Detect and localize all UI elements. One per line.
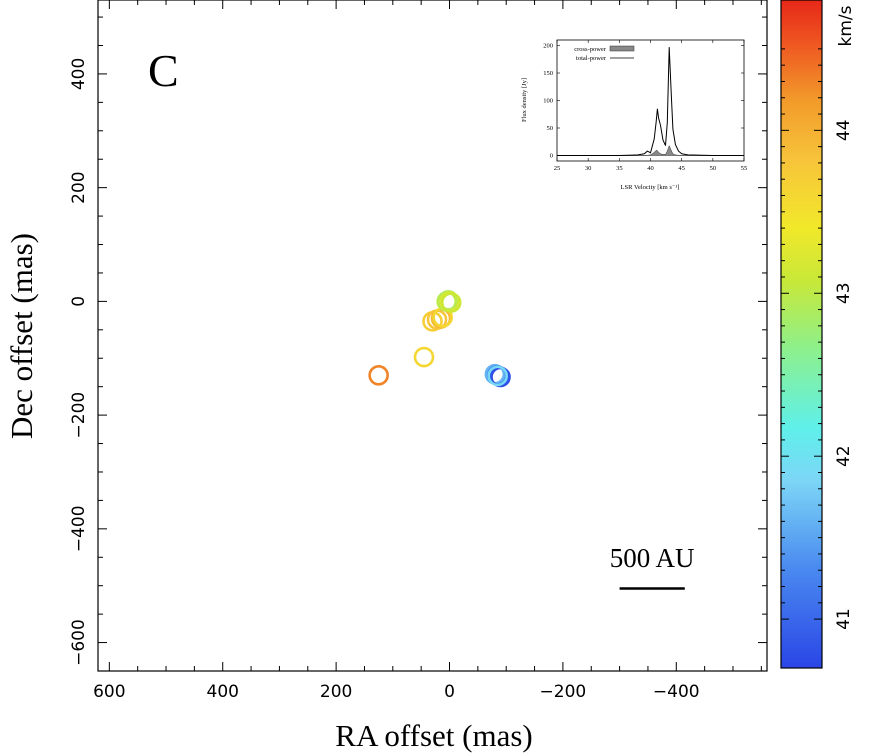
panel-label: C: [148, 45, 179, 96]
colorbar-ticks: 41 42 43 44: [781, 48, 854, 630]
inset-x-axis-title: LSR Velocity [km s⁻¹]: [621, 184, 680, 191]
x-tick-label: −400: [653, 682, 700, 702]
y-tick-label: 0: [69, 296, 89, 307]
inset-legend-cross-power: cross-power: [574, 46, 607, 53]
main-axis-ticks: [98, 0, 767, 671]
inset-legend-total-power: total-power: [576, 55, 607, 62]
x-tick-label: 400: [207, 682, 239, 702]
colorbar-tick-label: 44: [834, 120, 854, 142]
x-tick-label: 600: [93, 682, 125, 702]
inset-cross-power-series: [557, 144, 744, 156]
inset-x-tick-label: 35: [616, 165, 623, 172]
inset-x-tick-label: 40: [647, 165, 654, 172]
colorbar-tick-label: 42: [834, 445, 854, 467]
inset-y-tick-label: 100: [543, 98, 553, 105]
inset-total-power-series: [557, 47, 744, 156]
inset-y-axis-title: Flux density [Jy]: [521, 78, 528, 122]
y-tick-label: 200: [69, 171, 89, 203]
inset-y-tick-label: 0: [550, 153, 553, 160]
x-axis-title: RA offset (mas): [335, 718, 532, 753]
inset-x-tick-label: 45: [678, 165, 685, 172]
y-axis-title: Dec offset (mas): [4, 233, 39, 439]
colorbar: 41 42 43 44 km/s: [780, 0, 856, 669]
inset-x-tick-label: 50: [710, 165, 717, 172]
inset-axis-ticks: 25 30 35 40 45 50 55 0 50 100 150 200: [543, 40, 747, 172]
maser-spot: [413, 346, 435, 368]
inset-y-tick-label: 150: [543, 70, 553, 77]
inset-legend: cross-power total-power: [574, 45, 635, 62]
inset-legend-cross-power-swatch: [609, 45, 635, 52]
y-tick-label: −400: [69, 505, 89, 552]
colorbar-tick-label: 43: [834, 282, 854, 304]
inset-y-tick-label: 50: [547, 125, 554, 132]
scale-bar: 500 AU: [610, 543, 695, 590]
x-tick-label: 0: [444, 682, 455, 702]
maser-spot: [440, 292, 462, 313]
y-tick-label: −600: [69, 619, 89, 666]
inset-x-tick-label: 30: [585, 165, 592, 172]
inset-spectrum: 25 30 35 40 45 50 55 0 50 100 150 200 LSR Velocity …: [521, 39, 747, 191]
maser-spot: [368, 365, 389, 386]
colorbar-unit-label: km/s: [836, 5, 856, 46]
scale-bar-label: 500 AU: [610, 543, 695, 573]
inset-x-tick-label: 55: [741, 165, 748, 172]
y-tick-label: 400: [69, 58, 89, 90]
x-tick-label: 200: [320, 682, 352, 702]
maser-spot: [487, 365, 508, 387]
y-tick-label: −200: [69, 392, 89, 439]
maser-spots: [368, 289, 511, 388]
colorbar-tick-label: 41: [834, 608, 854, 630]
colorbar-frame: [780, 0, 823, 669]
main-plot-frame: [97, 0, 768, 672]
inset-y-tick-label: 200: [543, 43, 553, 50]
x-tick-label: −200: [540, 682, 587, 702]
inset-x-tick-label: 25: [554, 165, 561, 172]
colorbar-gradient: [781, 0, 822, 668]
